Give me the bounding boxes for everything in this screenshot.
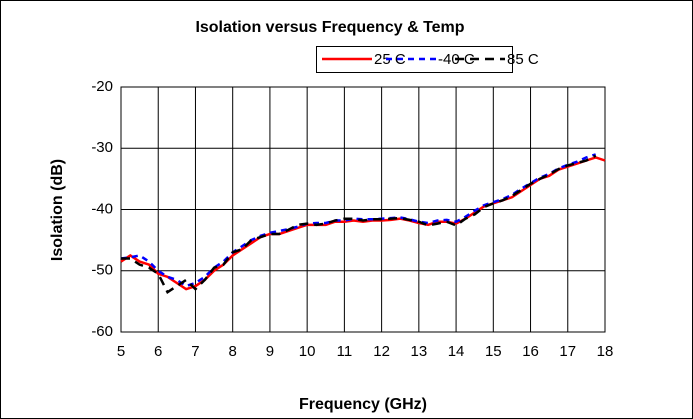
x-axis-label: Frequency (GHz) (299, 396, 427, 413)
y-tick-label: -40 (91, 200, 113, 217)
legend-label: 85 C (507, 51, 539, 68)
x-tick-label: 10 (299, 343, 316, 360)
x-tick-label: 5 (117, 343, 125, 360)
y-tick-label: -60 (91, 323, 113, 340)
y-tick-label: -50 (91, 262, 113, 279)
x-tick-label: 15 (485, 343, 502, 360)
x-tick-label: 17 (559, 343, 576, 360)
x-tick-label: 7 (191, 343, 199, 360)
series-line (121, 154, 597, 295)
x-tick-label: 18 (597, 343, 614, 360)
y-tick-label: -20 (91, 78, 113, 95)
x-tick-label: 11 (337, 343, 353, 360)
y-axis-label: Isolation (dB) (49, 159, 66, 261)
x-tick-label: 8 (229, 343, 237, 360)
x-tick-label: 13 (411, 343, 428, 360)
x-tick-label: 12 (373, 343, 390, 360)
x-tick-label: 9 (266, 343, 274, 360)
chart-title: Isolation versus Frequency & Temp (195, 19, 464, 36)
y-tick-label: -30 (91, 139, 113, 156)
x-tick-label: 14 (448, 343, 465, 360)
x-tick-label: 16 (522, 343, 539, 360)
x-tick-label: 6 (154, 343, 162, 360)
